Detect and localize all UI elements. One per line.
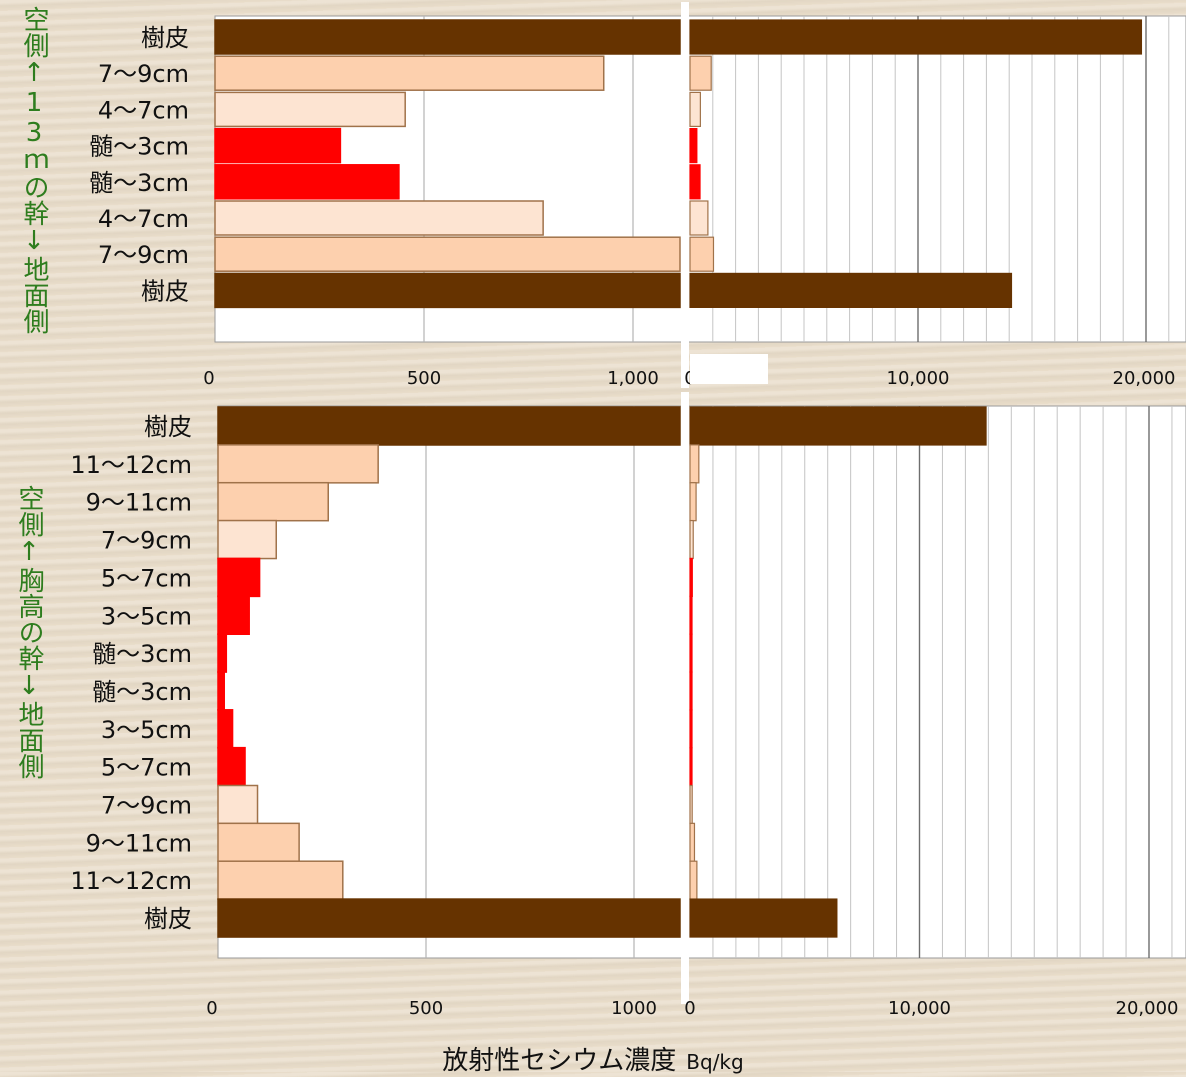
bar-left (217, 595, 250, 635)
top-side-label: 空側↑13ｍの幹↓地面側 (19, 6, 49, 334)
axis-break (681, 2, 689, 388)
category-label: 9～11cm (86, 829, 192, 857)
category-label: 7～9cm (101, 527, 192, 555)
tick-label-left: 1,000 (607, 368, 659, 389)
bar-right (689, 406, 987, 446)
x-axis-title-text: 放射性セシウム濃度 (442, 1046, 677, 1076)
bar-left (217, 822, 300, 863)
bar-left (217, 898, 681, 938)
category-label: 3～5cm (101, 602, 192, 630)
tick-label-right: 10,000 (888, 998, 951, 1019)
bar-right (689, 200, 709, 236)
category-label: 11～12cm (70, 451, 192, 479)
category-label: 樹皮 (141, 277, 189, 305)
category-label: 髄～3cm (89, 133, 189, 161)
x-axis-unit: Bq/kg (686, 1050, 744, 1074)
category-label: 4～7cm (98, 205, 189, 233)
category-label: 5～7cm (101, 754, 192, 782)
bar-right (689, 128, 698, 164)
bar-right (689, 709, 693, 749)
bar-left (217, 671, 225, 711)
bar-left (217, 784, 259, 825)
axis-break-patch (690, 354, 768, 384)
bar-left (217, 860, 344, 900)
category-label: 髄～3cm (89, 169, 189, 197)
bar-left (214, 127, 342, 164)
bar-right (689, 595, 693, 635)
bar-right (689, 671, 693, 711)
bar-right (689, 633, 693, 673)
bar-right (689, 164, 701, 200)
category-label: 7～9cm (98, 60, 189, 88)
bar-left (217, 444, 379, 484)
bar-right (689, 444, 700, 484)
bar-right (689, 747, 693, 787)
bar-left (217, 481, 329, 522)
bar-left (214, 91, 406, 128)
tick-label-right: 20,000 (1113, 368, 1176, 389)
bar-right (689, 557, 693, 598)
category-label: 樹皮 (144, 905, 192, 933)
category-label: 11～12cm (70, 867, 192, 895)
bar-left (217, 557, 261, 598)
bar-left (214, 200, 544, 236)
bar-left (217, 519, 277, 560)
bar-left (217, 406, 681, 446)
category-label: 7～9cm (98, 241, 189, 269)
tick-label-right: 20,000 (1116, 998, 1179, 1019)
bar-right (689, 272, 1013, 308)
bar-left (214, 19, 681, 55)
bar-right (689, 482, 697, 522)
bar-left (217, 746, 246, 787)
bar-left (214, 164, 400, 200)
bar-right (689, 784, 693, 825)
tick-label-right: 0 (684, 998, 695, 1019)
tick-label-left: 1000 (611, 998, 657, 1019)
category-label: 樹皮 (144, 413, 192, 441)
bar-right (689, 519, 694, 560)
bar-right (689, 236, 715, 272)
category-label: 5～7cm (101, 564, 192, 592)
tick-label-left: 0 (206, 998, 217, 1019)
category-label: 7～9cm (101, 792, 192, 820)
category-label: 髄～3cm (92, 640, 192, 668)
bar-right (689, 19, 1143, 55)
category-label: 樹皮 (141, 24, 189, 52)
bar-right (689, 91, 701, 128)
bar-right (689, 55, 712, 91)
tick-label-left: 500 (409, 998, 443, 1019)
x-axis-title: 放射性セシウム濃度 Bq/kg (0, 1040, 1186, 1077)
category-label: 4～7cm (98, 96, 189, 124)
category-label: 3～5cm (101, 716, 192, 744)
bar-left (214, 55, 605, 91)
bar-right (689, 822, 696, 862)
bar-left (214, 236, 681, 272)
bar-left (214, 272, 681, 309)
bar-left (217, 633, 228, 673)
tick-label-left: 0 (203, 368, 214, 389)
tick-label-left: 500 (407, 368, 441, 389)
bar-right (689, 860, 698, 900)
bar-left (217, 709, 234, 749)
tick-label-right: 10,000 (887, 368, 950, 389)
bar-right (689, 898, 838, 938)
bottom-side-label: 空側↑胸高の幹↓地面側 (14, 485, 44, 779)
axis-break (681, 392, 689, 1004)
plot-area (217, 405, 1186, 959)
category-label: 髄～3cm (92, 678, 192, 706)
category-label: 9～11cm (86, 489, 192, 517)
